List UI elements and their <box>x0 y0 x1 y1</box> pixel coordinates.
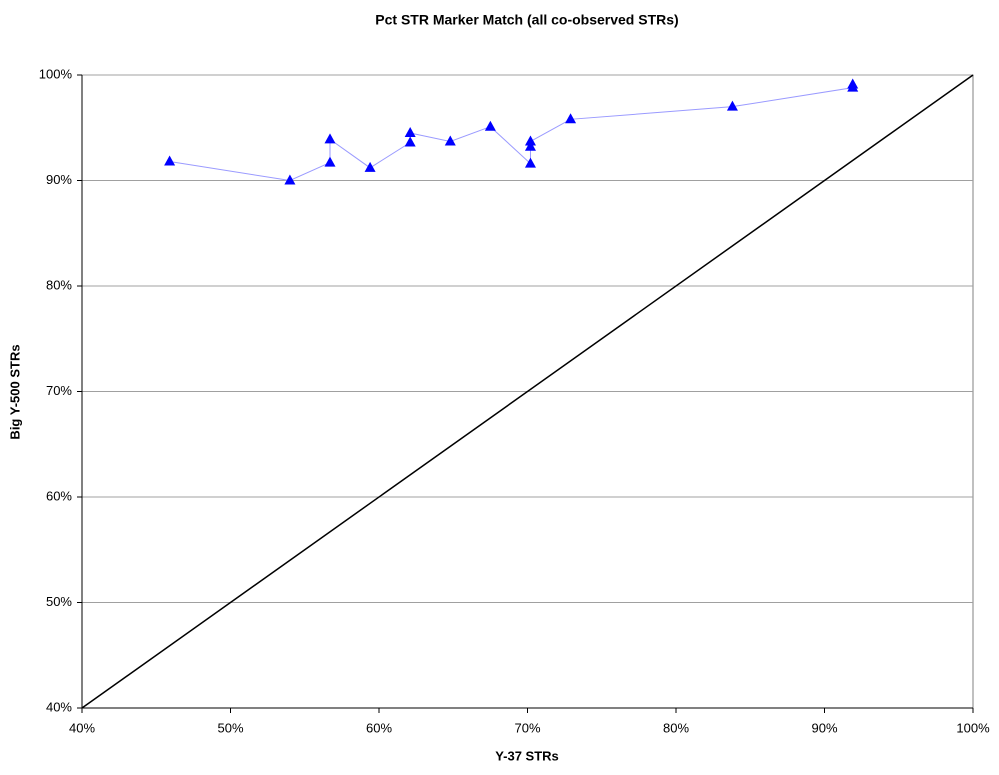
x-tick-label: 60% <box>366 720 392 735</box>
x-tick-label: 70% <box>514 720 540 735</box>
data-point <box>484 120 496 131</box>
y-tick-label: 50% <box>46 594 72 609</box>
y-tick-label: 90% <box>46 172 72 187</box>
data-point <box>726 100 738 111</box>
data-point <box>324 133 336 144</box>
y-tick-label: 80% <box>46 277 72 292</box>
x-axis-label: Y-37 STRs <box>495 748 559 763</box>
x-tick-label: 50% <box>217 720 243 735</box>
data-point <box>284 174 296 185</box>
data-point <box>847 78 859 89</box>
x-tick-label: 80% <box>663 720 689 735</box>
data-point <box>444 135 456 146</box>
chart-title: Pct STR Marker Match (all co-observed ST… <box>375 12 678 28</box>
data-point <box>404 136 416 147</box>
data-point <box>565 113 577 124</box>
series-line <box>81 74 974 709</box>
y-tick-label: 70% <box>46 383 72 398</box>
x-tick-label: 40% <box>69 720 95 735</box>
data-point <box>364 161 376 172</box>
data-point <box>524 157 536 168</box>
series-line <box>169 84 854 182</box>
data-point <box>524 135 536 146</box>
y-tick-label: 100% <box>39 66 73 81</box>
data-point <box>324 156 336 167</box>
data-point <box>524 140 536 151</box>
y-tick-label: 40% <box>46 699 72 714</box>
y-tick-label: 60% <box>46 488 72 503</box>
data-point <box>164 155 176 166</box>
x-tick-label: 90% <box>811 720 837 735</box>
x-tick-label: 100% <box>956 720 990 735</box>
data-point <box>404 127 416 138</box>
y-axis-label: Big Y-500 STRs <box>7 344 22 439</box>
